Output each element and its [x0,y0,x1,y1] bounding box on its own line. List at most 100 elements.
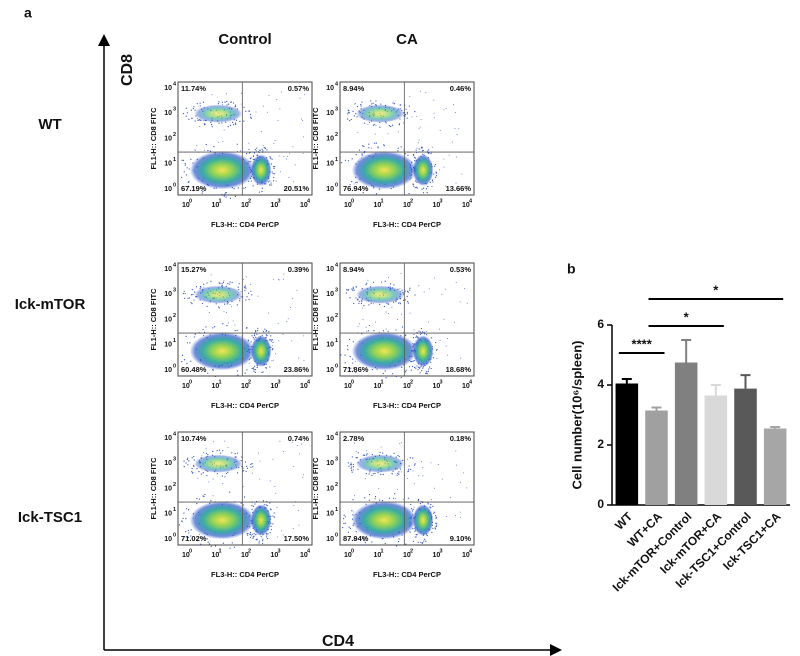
event-dot [185,462,187,464]
event-dot [393,497,395,499]
event-dot [371,541,373,543]
event-dot [436,349,438,351]
event-dot [391,306,393,308]
event-dot [244,289,246,291]
event-dot [419,503,421,505]
tick-exponent: 3 [335,107,338,113]
event-dot [368,473,370,475]
event-dot [257,327,259,329]
event-dot [233,123,235,125]
plot-y-label: FL1-H:: CD8 FITC [149,457,158,520]
event-dot [253,368,255,371]
event-dot [348,465,350,467]
event-dot [185,335,187,337]
event-dot [266,534,268,536]
event-dot [366,450,368,452]
plot-x-label: FL3-H:: CD4 PerCP [211,401,279,410]
event-dot [224,303,226,305]
event-dot [355,297,357,299]
event-dot [232,102,235,104]
event-dot [379,303,381,305]
event-dot [182,112,185,115]
event-dot [407,497,410,499]
event-dot [408,465,410,467]
event-dot [454,321,456,323]
event-dot [244,461,247,463]
event-dot [234,330,236,332]
tick-label: 101 [326,338,338,348]
event-dot [196,503,198,505]
event-dot [414,530,416,532]
event-dot [273,143,275,145]
event-dot [274,165,276,168]
tick-label: 100 [164,363,176,373]
density-blob [194,285,243,304]
event-dot [383,305,385,308]
event-dot [303,360,305,362]
density-blob [250,504,272,536]
event-dot [415,536,417,538]
tick-base: 10 [326,291,334,298]
event-dot [423,540,425,542]
event-dot [401,326,404,328]
event-dot [229,491,231,493]
event-dot [371,103,373,105]
event-dot [269,502,271,504]
event-dot [398,302,400,304]
event-dot [379,451,381,453]
event-dot [253,367,255,369]
event-dot [384,542,386,545]
event-dot [413,366,416,368]
density-blob [250,154,272,186]
event-dot [280,91,282,93]
tick-exponent: 0 [173,532,176,538]
event-dot [423,291,425,293]
event-dot [395,545,398,547]
event-dot [186,112,188,114]
event-dot [447,354,449,356]
event-dot [201,192,203,194]
event-dot [460,357,462,359]
tick-base: 10 [164,485,172,492]
event-dot [248,142,250,144]
tick-base: 10 [433,383,441,390]
event-dot [279,440,281,442]
plot-y-label: FL1-H:: CD8 FITC [311,288,320,351]
event-dot [268,184,271,186]
event-dot [449,497,451,499]
event-dot [425,188,428,190]
event-dot [269,157,272,159]
event-dot [256,366,258,369]
event-dot [208,543,211,545]
event-dot [395,498,397,500]
event-dot [243,286,246,288]
event-dot [363,145,365,147]
event-dot [214,326,216,328]
event-dot [193,455,195,458]
significance-label: * [684,309,690,324]
event-dot [265,536,268,538]
event-dot [414,463,416,465]
event-dot [211,94,213,96]
event-dot [427,321,429,323]
event-dot [222,323,224,325]
quadrant-percent: 8.94% [343,84,365,93]
event-dot [253,533,255,535]
event-dot [227,471,229,473]
tick-exponent: 3 [440,379,443,385]
event-dot [187,297,189,299]
tick-label: 100 [182,548,192,558]
event-dot [407,291,409,293]
event-dot [366,330,368,332]
event-dot [253,370,255,372]
event-dot [396,474,398,476]
event-dot [229,283,231,285]
event-dot [436,349,438,351]
tick-exponent: 3 [335,288,338,294]
tick-base: 10 [326,135,334,142]
event-dot [395,375,397,378]
event-dot [348,110,350,112]
event-dot [389,283,392,285]
event-dot [192,471,194,474]
tick-label: 101 [212,379,222,389]
